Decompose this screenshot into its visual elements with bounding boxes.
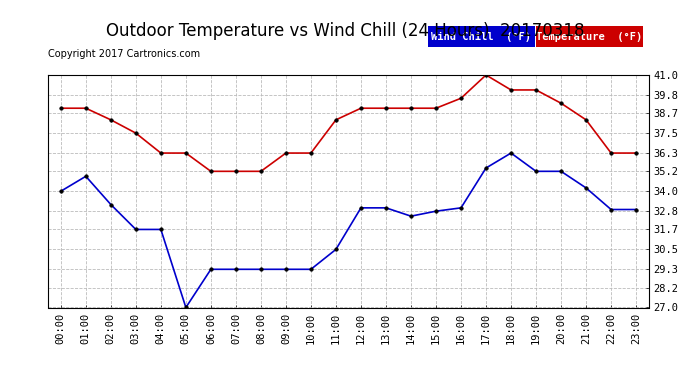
Text: Temperature  (°F): Temperature (°F) <box>537 32 642 42</box>
Text: Copyright 2017 Cartronics.com: Copyright 2017 Cartronics.com <box>48 49 200 59</box>
Text: Wind Chill  (°F): Wind Chill (°F) <box>431 32 531 42</box>
Text: Outdoor Temperature vs Wind Chill (24 Hours)  20170318: Outdoor Temperature vs Wind Chill (24 Ho… <box>106 22 584 40</box>
